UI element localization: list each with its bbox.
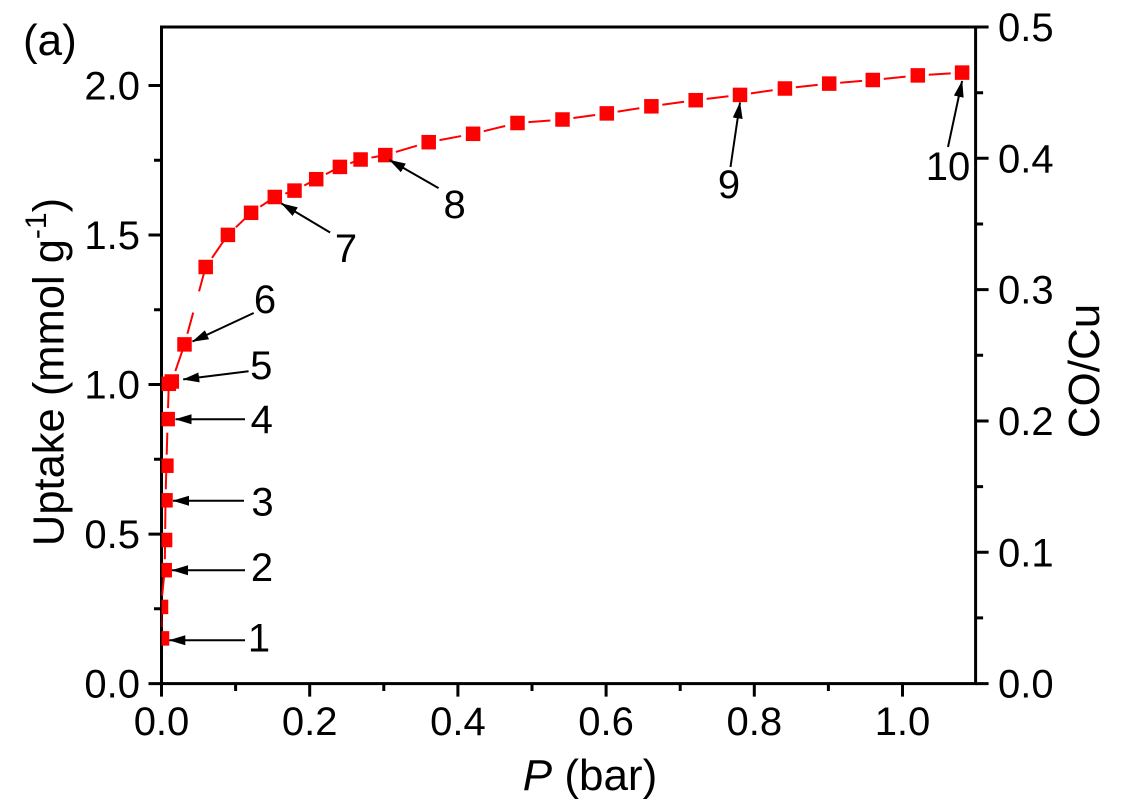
- svg-text:CO/Cu: CO/Cu: [1060, 304, 1109, 438]
- svg-text:0.5: 0.5: [84, 513, 140, 557]
- svg-text:0.5: 0.5: [998, 6, 1054, 50]
- svg-text:5: 5: [250, 344, 272, 388]
- svg-text:8: 8: [443, 183, 465, 227]
- svg-text:6: 6: [254, 278, 276, 322]
- svg-text:P (bar): P (bar): [523, 751, 657, 800]
- svg-text:1.5: 1.5: [84, 214, 140, 258]
- svg-text:0.2: 0.2: [998, 400, 1054, 444]
- svg-text:0.2: 0.2: [282, 700, 338, 744]
- svg-text:1: 1: [248, 617, 270, 661]
- svg-text:0.0: 0.0: [998, 663, 1054, 707]
- svg-text:7: 7: [335, 227, 357, 271]
- svg-text:0.1: 0.1: [998, 531, 1054, 575]
- svg-text:0.3: 0.3: [998, 269, 1054, 313]
- svg-text:0.0: 0.0: [84, 663, 140, 707]
- svg-text:1.0: 1.0: [875, 700, 931, 744]
- svg-text:Uptake (mmol g-1): Uptake (mmol g-1): [20, 198, 74, 546]
- svg-text:9: 9: [718, 163, 740, 207]
- svg-text:0.4: 0.4: [998, 137, 1054, 181]
- svg-text:10: 10: [926, 145, 971, 189]
- svg-text:3: 3: [251, 481, 273, 525]
- svg-text:4: 4: [251, 398, 273, 442]
- svg-text:0.4: 0.4: [430, 700, 486, 744]
- svg-text:0.6: 0.6: [578, 700, 634, 744]
- svg-text:0.0: 0.0: [134, 700, 190, 744]
- svg-text:1.0: 1.0: [84, 364, 140, 408]
- svg-text:0.8: 0.8: [726, 700, 782, 744]
- svg-text:(a): (a): [23, 16, 77, 65]
- svg-text:2.0: 2.0: [84, 65, 140, 109]
- svg-text:2: 2: [251, 546, 273, 590]
